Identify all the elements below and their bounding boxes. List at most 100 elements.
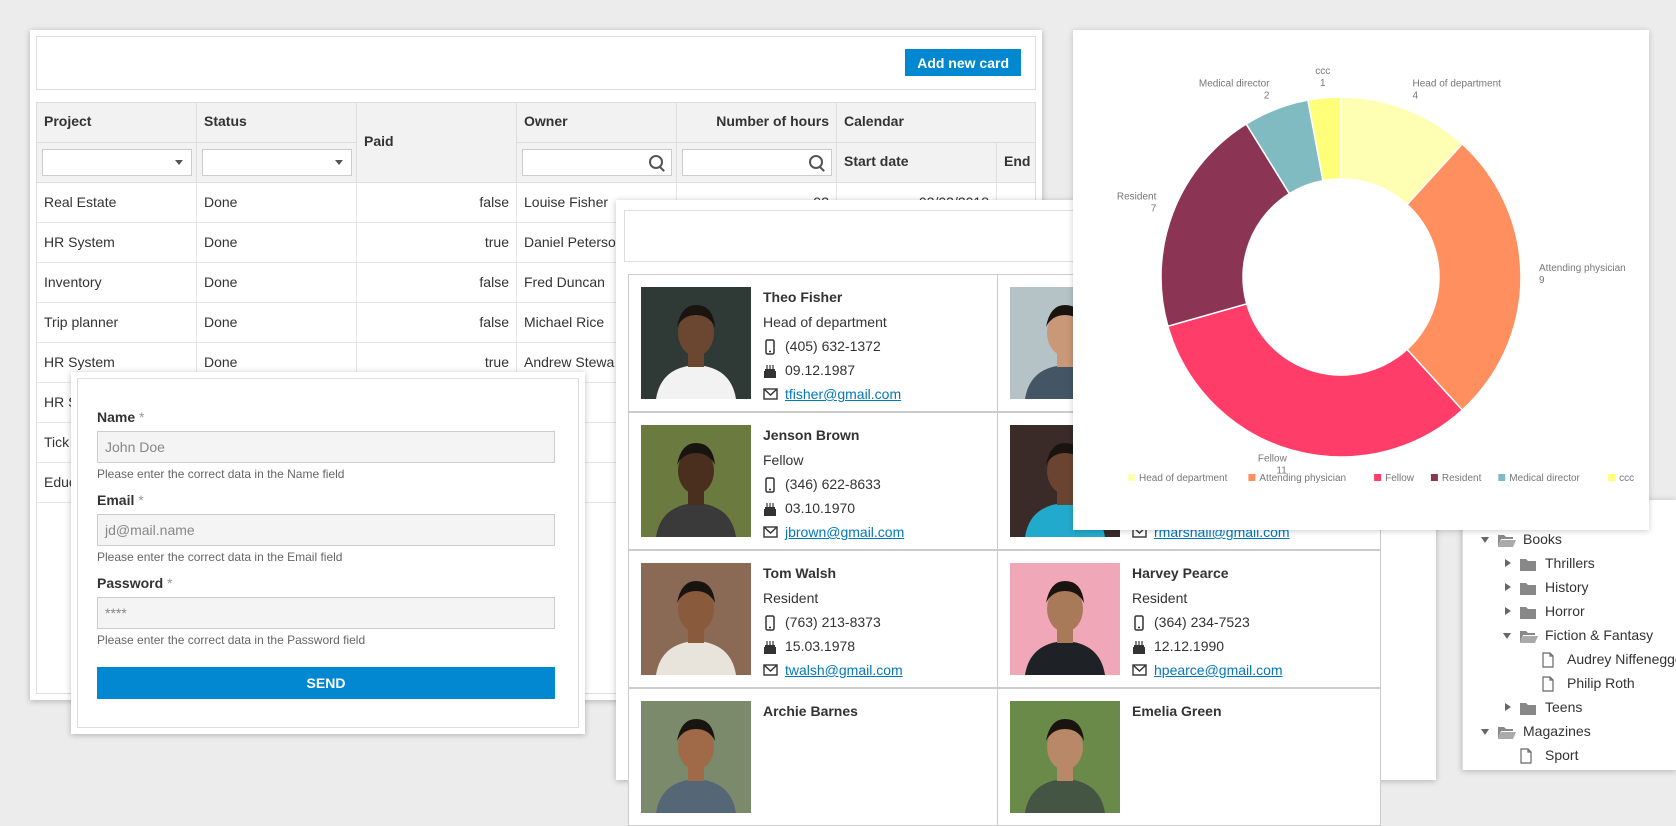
donut-slice[interactable] — [1307, 96, 1342, 182]
person-role: Fellow — [763, 452, 804, 468]
header-start-date[interactable]: Start date — [837, 143, 997, 183]
tree-item[interactable]: Horror — [1463, 599, 1676, 623]
folder-icon — [1519, 555, 1537, 579]
legend-swatch — [1128, 474, 1135, 481]
cell-status: Done — [197, 263, 357, 303]
header-owner[interactable]: Owner — [517, 103, 677, 143]
filter-cell-hours — [677, 143, 837, 183]
legend-label[interactable]: Attending physician — [1259, 473, 1346, 484]
caret-down-icon[interactable] — [1481, 537, 1489, 543]
table-row[interactable]: HR System Done true Daniel Peterso — [37, 223, 1035, 263]
table-row[interactable]: Trip planner Done false Michael Rice — [37, 303, 1035, 343]
header-end-date[interactable]: End d — [997, 143, 1035, 183]
header-paid[interactable]: Paid — [357, 103, 517, 183]
caret-down-icon[interactable] — [1481, 729, 1489, 735]
person-card[interactable]: Jenson Brown Fellow (346) 622-8633 03.10.19… — [628, 412, 1012, 550]
cell-project: Real Estate — [37, 183, 197, 223]
phone-number: (346) 622-8633 — [785, 476, 881, 492]
person-birthday: 15.03.1978 — [763, 635, 1003, 659]
tree-item[interactable]: Sport — [1463, 743, 1676, 767]
header-calendar: Calendar — [837, 103, 1035, 143]
tree-item[interactable]: Fiction & Fantasy — [1463, 623, 1676, 647]
cell-project: HR System — [37, 223, 197, 263]
header-project[interactable]: Project — [37, 103, 197, 143]
legend-label[interactable]: ccc — [1619, 473, 1634, 484]
project-filter-select[interactable] — [42, 149, 192, 176]
filter-cell-project — [37, 143, 197, 183]
person-name: Theo Fisher — [763, 289, 843, 305]
phone-number: (405) 632-1372 — [785, 338, 881, 354]
cell-status: Done — [197, 303, 357, 343]
legend-swatch — [1608, 474, 1616, 481]
status-filter-select[interactable] — [202, 149, 352, 176]
send-button[interactable]: SEND — [97, 667, 555, 699]
legend-label[interactable]: Head of department — [1139, 473, 1228, 484]
password-label-text: Password — [97, 575, 164, 591]
caret-right-icon[interactable] — [1505, 703, 1511, 711]
caret-down-icon[interactable] — [1503, 633, 1511, 639]
legend-label[interactable]: Medical director — [1509, 473, 1580, 484]
email-link[interactable]: twalsh@gmail.com — [785, 662, 903, 678]
tree-item[interactable]: Thrillers — [1463, 551, 1676, 575]
email-link[interactable]: hpearce@gmail.com — [1154, 662, 1283, 678]
header-status[interactable]: Status — [197, 103, 357, 143]
name-label: Name * — [97, 409, 144, 425]
slice-value: 1 — [1320, 78, 1326, 89]
caret-right-icon[interactable] — [1505, 607, 1511, 615]
person-role: Head of department — [763, 314, 887, 330]
person-name: Tom Walsh — [763, 565, 837, 581]
tree-item[interactable]: Audrey Niffenegger — [1463, 647, 1676, 671]
header-number-of-hours[interactable]: Number of hours — [677, 103, 837, 143]
person-phone: (346) 622-8633 — [763, 473, 1003, 497]
tree-item[interactable]: Books — [1463, 527, 1676, 551]
email-link[interactable]: jbrown@gmail.com — [785, 524, 905, 540]
person-info: Jenson Brown Fellow (346) 622-8633 03.10.19… — [763, 425, 1003, 545]
folder-open-icon — [1497, 723, 1517, 747]
donut-slice[interactable] — [1405, 142, 1522, 412]
person-card[interactable]: Harvey Pearce Resident (364) 234-7523 12.12… — [997, 550, 1381, 688]
file-icon — [1519, 747, 1533, 771]
email-link[interactable]: tfisher@gmail.com — [785, 386, 902, 402]
name-help: Please enter the correct data in the Nam… — [97, 467, 345, 481]
person-card[interactable]: Emelia Green — [997, 688, 1381, 826]
name-input[interactable]: John Doe — [97, 431, 555, 463]
required-mark: * — [167, 575, 173, 591]
cell-paid: true — [357, 343, 517, 383]
password-input[interactable]: **** — [97, 597, 555, 629]
legend-label[interactable]: Fellow — [1385, 473, 1415, 484]
legend-label[interactable]: Resident — [1442, 473, 1482, 484]
person-info: Theo Fisher Head of department (405) 632-1… — [763, 287, 1003, 407]
required-mark: * — [138, 492, 144, 508]
table-row[interactable]: Inventory Done false Fred Duncan — [37, 263, 1035, 303]
add-new-card-button[interactable]: Add new card — [905, 49, 1021, 76]
person-email: jbrown@gmail.com — [763, 521, 1003, 545]
tree-item[interactable]: Magazines — [1463, 719, 1676, 743]
donut-slice[interactable] — [1166, 302, 1464, 458]
person-card[interactable]: Archie Barnes — [628, 688, 1012, 826]
legend-swatch — [1430, 474, 1438, 481]
person-card[interactable]: Tom Walsh Resident (763) 213-8373 15.03.197… — [628, 550, 1012, 688]
slice-label: Fellow — [1258, 453, 1288, 464]
cell-paid: true — [357, 223, 517, 263]
tree-item[interactable]: Philip Roth — [1463, 671, 1676, 695]
tree-item-label: Teens — [1545, 699, 1583, 715]
tree-item-label: Sport — [1545, 747, 1579, 763]
person-photo — [641, 701, 751, 813]
legend-swatch — [1248, 474, 1256, 481]
caret-right-icon[interactable] — [1505, 559, 1511, 567]
hours-filter-input[interactable] — [682, 149, 832, 176]
tree-item[interactable]: Teens — [1463, 695, 1676, 719]
caret-right-icon[interactable] — [1505, 583, 1511, 591]
slice-label: Attending physician — [1539, 263, 1626, 274]
slice-value: 7 — [1151, 203, 1157, 214]
tree-item-label: Thrillers — [1545, 555, 1595, 571]
owner-filter-input[interactable] — [522, 149, 672, 176]
email-input[interactable]: jd@mail.name — [97, 514, 555, 546]
person-phone-spacer — [1132, 749, 1372, 773]
tree-item[interactable]: History — [1463, 575, 1676, 599]
person-card[interactable]: Theo Fisher Head of department (405) 632-1… — [628, 274, 1012, 412]
donut-slice[interactable] — [1160, 122, 1291, 328]
person-name: Emelia Green — [1132, 703, 1222, 719]
